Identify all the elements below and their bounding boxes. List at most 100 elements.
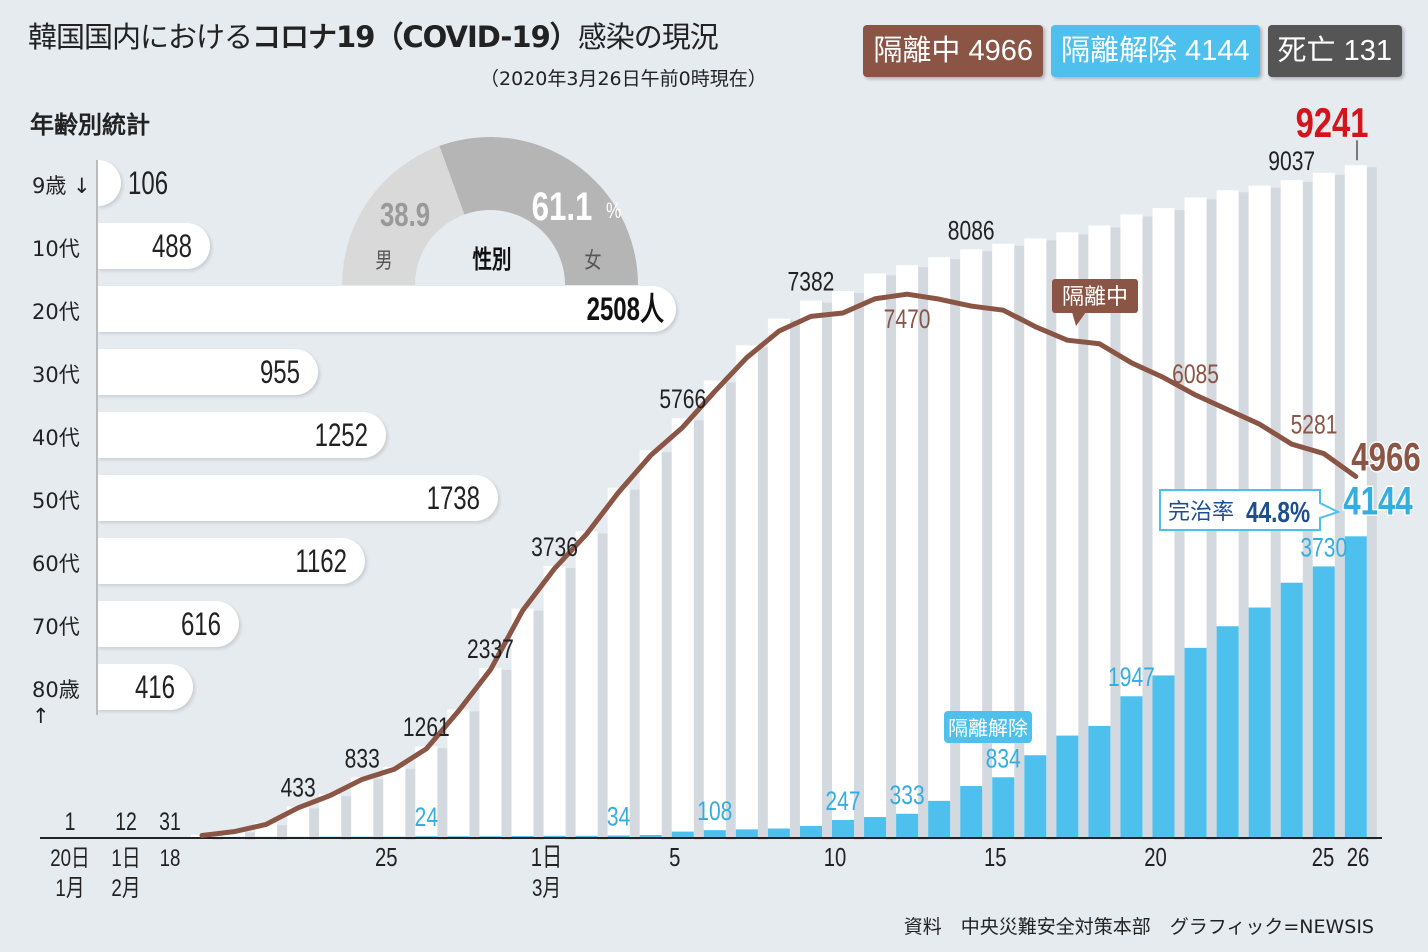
age-bar	[97, 349, 318, 395]
confirmed-bar	[415, 746, 438, 838]
bar-shadow	[565, 568, 576, 840]
released-bar	[1024, 755, 1047, 838]
released-bar	[1056, 735, 1079, 838]
age-value: 416	[135, 669, 176, 705]
released-bar	[960, 786, 983, 838]
bar-shadow	[1014, 245, 1025, 840]
x-tick-label: 25	[375, 843, 398, 872]
released-bar	[1216, 626, 1239, 838]
early-value: 12	[115, 808, 137, 836]
early-value: 31	[159, 808, 181, 836]
age-value: 2508人	[586, 291, 665, 327]
age-label: 20代	[32, 300, 80, 324]
bar-shadow	[821, 302, 832, 840]
confirmed-bar	[383, 766, 406, 838]
age-bar	[97, 664, 194, 710]
bar-shadow	[309, 808, 320, 840]
confirmed-bar	[1024, 238, 1047, 839]
bar-shadow	[1046, 240, 1057, 841]
age-value: 1252	[314, 417, 369, 453]
female-pct-sign: %	[606, 199, 621, 224]
source-footer: 資料 中央災難安全対策本部 グラフィック=NEWSIS	[903, 916, 1374, 938]
confirmed-bar	[319, 794, 342, 838]
data-label: 7470	[884, 305, 931, 335]
female-label: 女	[584, 249, 601, 274]
bar-shadow	[1366, 167, 1377, 841]
confirmed-bar	[1056, 232, 1079, 838]
bar-shadow	[1110, 227, 1121, 841]
age-label: 9歳 ↓	[32, 174, 91, 198]
confirmed-bar	[767, 318, 790, 839]
released-bar	[1152, 675, 1175, 838]
male-pct: 38.9	[380, 197, 430, 234]
confirmed-bar	[799, 300, 822, 838]
released-bar	[1248, 607, 1271, 838]
confirmed-bar	[832, 291, 854, 838]
data-label: 5281	[1291, 410, 1338, 440]
data-label: 3730	[1300, 533, 1347, 563]
female-slice	[439, 137, 638, 285]
bar-shadow	[661, 452, 672, 840]
female-pct: 61.1	[532, 184, 593, 229]
age-stats-title: 年齢別統計	[30, 111, 150, 139]
data-label: 1261	[403, 713, 450, 743]
bar-shadow	[597, 533, 608, 840]
confirmed-bar	[671, 418, 694, 838]
gender-title: 性別	[473, 246, 512, 274]
confirmed-bar	[447, 709, 470, 838]
age-label: 70代	[32, 615, 80, 639]
confirmed-bar	[223, 830, 246, 838]
data-label: 834	[986, 744, 1021, 774]
bar-shadow	[757, 347, 768, 840]
data-label: 34	[607, 802, 630, 832]
age-value: 955	[259, 354, 300, 390]
data-label: 9037	[1268, 147, 1315, 177]
age-value: 488	[151, 228, 192, 264]
data-label: 24	[415, 803, 438, 833]
confirmed-bar	[928, 257, 951, 839]
bar-shadow	[918, 267, 929, 840]
released-bar	[735, 829, 758, 838]
data-label: 3736	[531, 533, 578, 563]
x-tick-label: 20日	[50, 845, 90, 872]
age-label: 10代	[32, 237, 80, 261]
x-tick-month: 3月	[532, 875, 561, 902]
page-title: 韓国国内におけるコロナ19（COVID-19）感染の現況	[28, 20, 719, 54]
data-label: 7382	[788, 267, 835, 297]
confirmed-bar	[575, 531, 598, 838]
age-bar	[97, 538, 366, 584]
bar-shadow	[277, 825, 288, 840]
confirmed-bar	[511, 608, 534, 838]
x-tick-label: 25	[1312, 843, 1335, 872]
confirmed-bar	[1088, 225, 1111, 839]
isolated-callout-label: 隔離中	[1062, 284, 1128, 309]
male-label: 男	[375, 249, 392, 274]
x-tick-label: 1日	[531, 843, 563, 872]
bar-shadow	[501, 669, 512, 840]
confirmed-bar	[479, 667, 502, 838]
released-bar	[799, 825, 822, 838]
age-value: 1162	[295, 543, 348, 579]
bar-shadow	[341, 796, 352, 840]
isolated-badge: 隔離中 4966	[863, 25, 1043, 77]
released-bar	[767, 828, 790, 838]
released-bar	[928, 800, 951, 838]
age-label: 40代	[32, 426, 80, 450]
x-tick-label: 26	[1347, 843, 1370, 872]
released-bar	[703, 830, 726, 838]
released-callout	[944, 711, 1032, 743]
age-value: 616	[181, 606, 222, 642]
x-tick-label: 1日	[111, 845, 140, 872]
bar-shadow	[1078, 234, 1089, 840]
released-bar	[1280, 582, 1303, 838]
bar-shadow	[693, 420, 704, 840]
confirmed-bar	[287, 806, 310, 838]
x-tick-month: 2月	[111, 875, 140, 902]
x-tick-label: 20	[1144, 843, 1167, 872]
released-badge: 隔離解除 4144	[1050, 25, 1260, 77]
bar-shadow	[437, 748, 448, 840]
bar-shadow	[629, 489, 640, 840]
data-label: 1947	[1108, 663, 1155, 693]
data-label: 4966	[1351, 435, 1420, 480]
released-bar	[1184, 647, 1207, 838]
